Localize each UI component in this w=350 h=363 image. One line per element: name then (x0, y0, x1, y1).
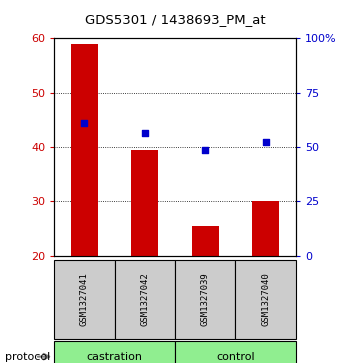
Text: GSM1327039: GSM1327039 (201, 273, 210, 326)
Text: control: control (216, 352, 255, 362)
Text: GDS5301 / 1438693_PM_at: GDS5301 / 1438693_PM_at (85, 13, 265, 26)
Bar (252, 201, 279, 256)
Point (142, 130, 148, 136)
Bar (54, 260, 115, 339)
Text: GSM1327041: GSM1327041 (80, 273, 89, 326)
Text: protocol: protocol (5, 352, 50, 362)
Bar (235, 260, 296, 339)
Point (263, 139, 268, 144)
Text: castration: castration (87, 352, 143, 362)
Bar (131, 150, 159, 256)
Text: GSM1327042: GSM1327042 (140, 273, 149, 326)
Bar (115, 260, 175, 339)
Point (82, 119, 87, 125)
Bar (175, 260, 235, 339)
Bar (175, 341, 296, 363)
Point (202, 147, 208, 152)
Bar (54, 341, 175, 363)
Bar (191, 226, 219, 256)
Bar (71, 44, 98, 256)
Text: GSM1327040: GSM1327040 (261, 273, 270, 326)
